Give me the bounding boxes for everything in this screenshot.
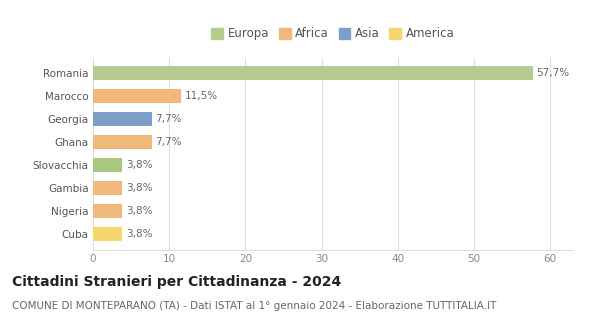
- Text: 3,8%: 3,8%: [126, 229, 152, 239]
- Legend: Europa, Africa, Asia, America: Europa, Africa, Asia, America: [209, 25, 457, 43]
- Bar: [93, 89, 181, 103]
- Text: 3,8%: 3,8%: [126, 206, 152, 216]
- Text: 57,7%: 57,7%: [536, 68, 569, 78]
- Text: 7,7%: 7,7%: [155, 114, 182, 124]
- Text: 7,7%: 7,7%: [155, 137, 182, 147]
- Bar: [93, 158, 122, 172]
- Text: 11,5%: 11,5%: [184, 91, 218, 101]
- Bar: [93, 181, 122, 195]
- Bar: [93, 66, 533, 80]
- Text: 3,8%: 3,8%: [126, 160, 152, 170]
- Text: COMUNE DI MONTEPARANO (TA) - Dati ISTAT al 1° gennaio 2024 - Elaborazione TUTTIT: COMUNE DI MONTEPARANO (TA) - Dati ISTAT …: [12, 301, 496, 311]
- Bar: [93, 227, 122, 241]
- Text: Cittadini Stranieri per Cittadinanza - 2024: Cittadini Stranieri per Cittadinanza - 2…: [12, 275, 341, 289]
- Text: 3,8%: 3,8%: [126, 183, 152, 193]
- Bar: [93, 112, 152, 126]
- Bar: [93, 204, 122, 218]
- Bar: [93, 135, 152, 149]
